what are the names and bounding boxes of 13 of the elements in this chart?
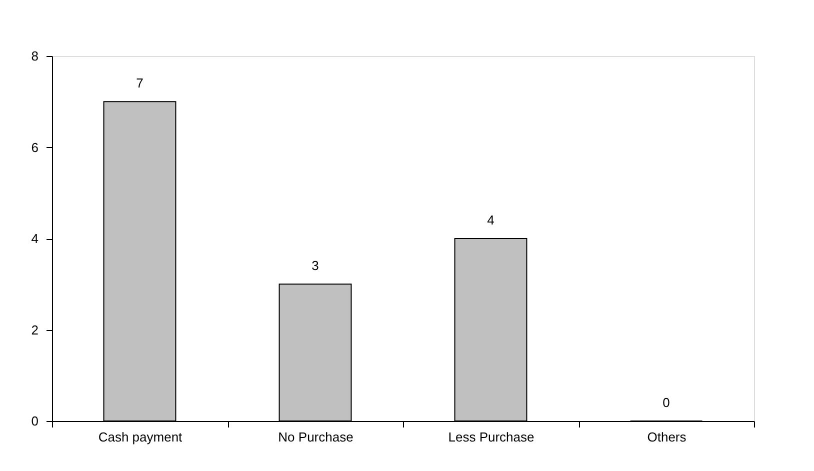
x-tick-label: No Purchase [278, 430, 354, 444]
data-label: 7 [136, 76, 144, 91]
data-label: 3 [312, 258, 319, 274]
x-tick-label: Others [647, 430, 687, 444]
y-tick-label: 6 [31, 140, 38, 155]
y-tick-label: 0 [31, 414, 38, 428]
y-tick-label: 2 [31, 322, 38, 338]
data-label: 4 [487, 212, 494, 228]
data-label: 0 [662, 395, 670, 410]
y-tick-label: 4 [31, 231, 38, 246]
y-tick-label: 8 [31, 48, 38, 64]
x-tick-label: Cash payment [98, 430, 183, 444]
x-tick-label: Less Purchase [448, 430, 534, 444]
